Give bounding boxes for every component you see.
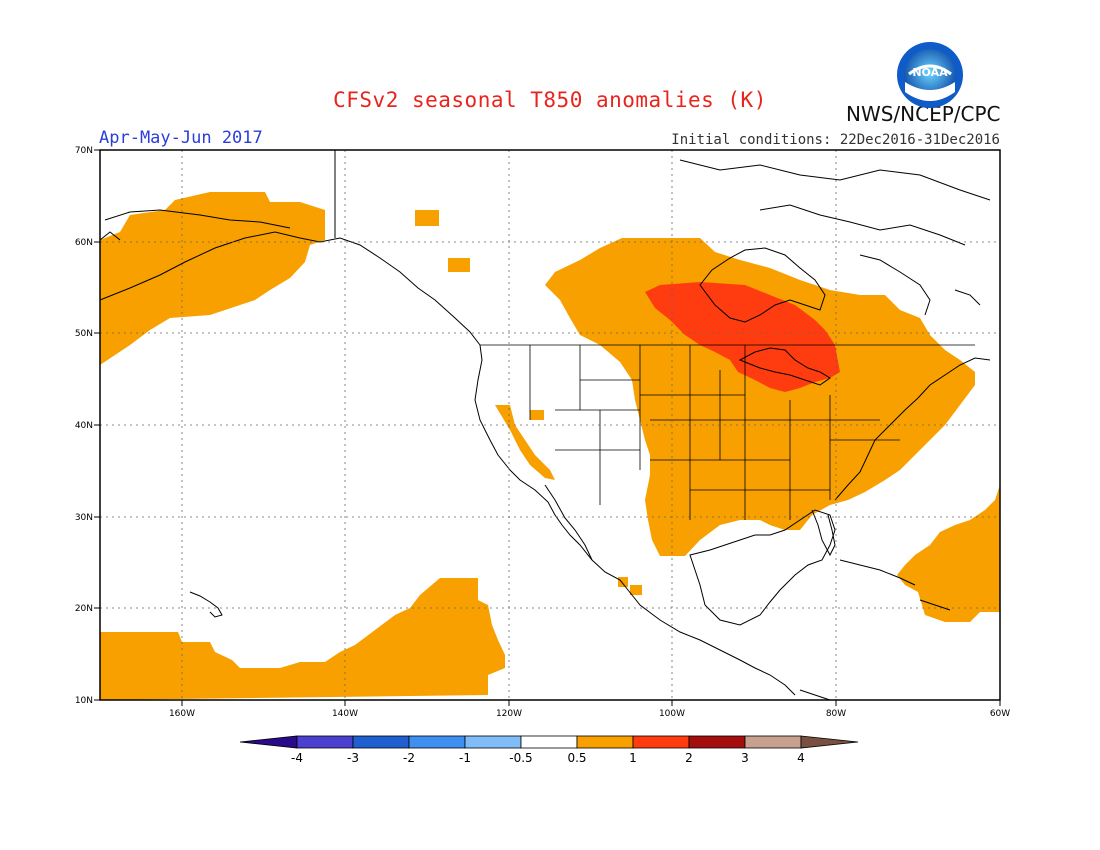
colorbar-label: 3 [741,751,749,765]
lon-label-60w: 60W [990,709,1010,719]
colorbar-swatch [632,735,690,749]
lon-label-140w: 140W [332,709,358,719]
lat-label-20n: 20N [75,604,93,614]
colorbar-swatch [352,735,410,749]
colorbar-swatch [464,735,522,749]
gridlines [100,150,1000,700]
anomaly-region-bc [448,258,470,272]
colorbar-swatch [688,735,746,749]
colorbar-label: -4 [291,751,303,765]
colorbar-label: -1 [459,751,471,765]
anomaly-region-west-coast [495,405,555,480]
colorbar-label: -2 [403,751,415,765]
anomaly-region-subtropical-pacific [100,578,505,700]
lon-label-100w: 100W [659,709,685,719]
anomaly-region-alaska [100,192,325,365]
colorbar-swatch [520,735,578,749]
anomaly-region-mexico-pac [618,577,628,587]
colorbar-label: -3 [347,751,359,765]
anomaly-region-yukon [415,210,439,226]
season-label: Apr-May-Jun 2017 [99,128,263,148]
colorbar-swatch [408,735,466,749]
anomaly-region-atlantic [897,485,1000,622]
lat-label-50n: 50N [75,329,93,339]
state-borders [480,344,975,520]
colorbar-high-arrow [800,735,859,749]
anomaly-fill-1-2 [645,282,840,392]
colorbar-label: -0.5 [509,751,532,765]
noaa-logo: NOAA [897,42,963,108]
lon-label-120w: 120W [496,709,522,719]
colorbar-swatch [296,735,354,749]
initial-conditions-label: Initial conditions: 22Dec2016-31Dec2016 [671,132,1000,148]
coastlines [99,150,991,701]
anomaly-region-great-lakes [645,282,840,392]
lat-label-40n: 40N [75,421,93,431]
colorbar-swatch [576,735,634,749]
colorbar-low-arrow [239,735,298,749]
colorbar-swatch [744,735,802,749]
lat-label-70n: 70N [75,146,93,156]
lat-label-30n: 30N [75,513,93,523]
lon-label-160w: 160W [169,709,195,719]
lon-label-80w: 80W [826,709,846,719]
anomaly-region-mexico-pac2 [630,585,642,595]
logo-text: NOAA [912,66,948,79]
anomaly-fill-05-1 [100,192,1000,700]
colorbar-label: 2 [685,751,693,765]
lat-label-10n: 10N [75,696,93,706]
anomaly-region-nevada [530,410,544,420]
chart-title: CFSv2 seasonal T850 anomalies (K) [333,88,767,112]
colorbar: -4 -3 -2 -1 -0.5 0.5 1 2 3 4 [239,735,859,765]
colorbar-label: 1 [629,751,637,765]
colorbar-label: 4 [797,751,805,765]
anomaly-region-central-na [545,238,975,556]
lat-label-60n: 60N [75,238,93,248]
colorbar-label: 0.5 [567,751,586,765]
